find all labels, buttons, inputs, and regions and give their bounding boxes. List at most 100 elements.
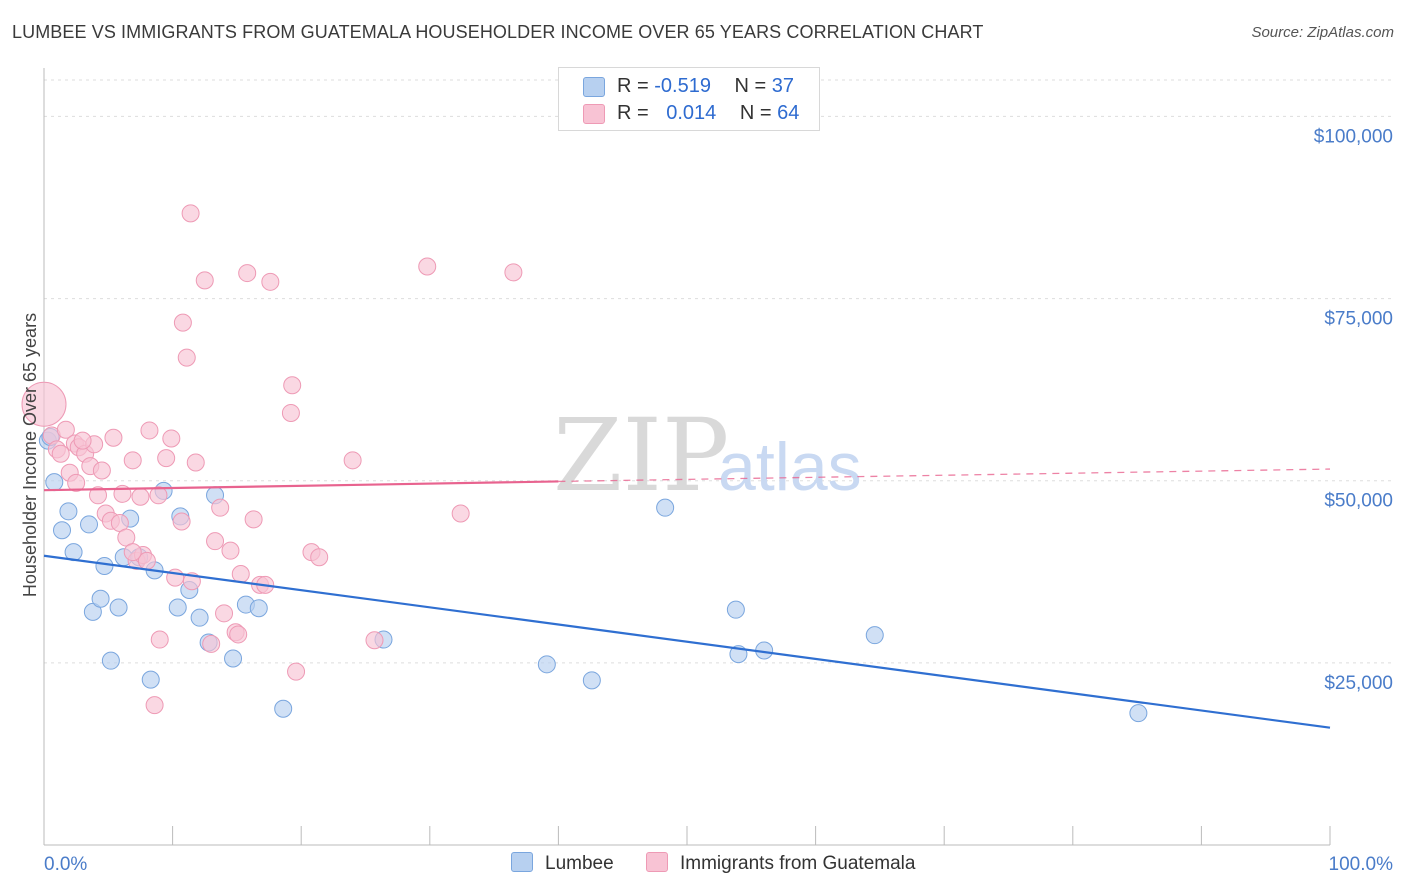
trend-line: [558, 468, 1331, 483]
y-tick-label: $100,000: [1314, 126, 1393, 147]
guatemala-point: [123, 451, 142, 470]
guatemala-point: [157, 449, 176, 468]
guatemala-point: [172, 512, 191, 531]
lumbee-point: [865, 626, 884, 645]
guatemala-point: [181, 204, 200, 223]
guatemala-point: [145, 696, 164, 715]
guatemala-r-value: 0.014: [666, 102, 717, 124]
grid: [44, 79, 1395, 664]
lumbee-r-label: R =: [617, 75, 655, 97]
guatemala-point: [140, 421, 159, 440]
guatemala-point: [283, 376, 302, 395]
guatemala-point: [504, 263, 523, 282]
guatemala-point: [221, 541, 240, 560]
lumbee-point: [53, 521, 72, 540]
trend-line: [43, 480, 559, 492]
lumbee-point: [249, 599, 268, 618]
guatemala-point: [67, 473, 86, 492]
guatemala-point: [211, 498, 230, 517]
lumbee-point: [141, 670, 160, 689]
lumbee-stats-row: R = -0.519 N = 37: [617, 75, 794, 101]
guatemala-point: [261, 272, 280, 291]
trend-lines: [43, 468, 1331, 729]
x-tick-label-max: 100.0%: [1329, 854, 1394, 875]
lumbee-point: [91, 589, 110, 608]
y-axis-label: Householder Income Over 65 years: [20, 313, 40, 597]
guatemala-point: [21, 381, 67, 427]
guatemala-legend-swatch: [646, 852, 668, 872]
legend-item-guatemala[interactable]: Immigrants from Guatemala: [646, 852, 915, 875]
lumbee-point: [45, 473, 64, 492]
guatemala-point: [131, 487, 150, 506]
guatemala-point: [92, 461, 111, 480]
data-points: [21, 204, 1148, 723]
chart-title: LUMBEE VS IMMIGRANTS FROM GUATEMALA HOUS…: [12, 22, 984, 42]
lumbee-point: [101, 651, 120, 670]
legend-item-lumbee[interactable]: Lumbee: [511, 852, 614, 875]
lumbee-point: [109, 598, 128, 617]
guatemala-stats-row: R = 0.014 N = 64: [617, 102, 799, 128]
lumbee-point: [726, 600, 745, 619]
lumbee-legend-label: Lumbee: [545, 853, 614, 874]
lumbee-point: [80, 515, 99, 534]
guatemala-point: [418, 257, 437, 276]
stats-legend: R = -0.519 N = 37 R = 0.014 N = 64: [558, 67, 820, 131]
trend-line: [43, 554, 1331, 729]
guatemala-r-label: R =: [617, 102, 655, 124]
guatemala-point: [229, 625, 248, 644]
y-tick-label: $75,000: [1324, 309, 1393, 330]
y-tick-label: $25,000: [1324, 673, 1393, 694]
lumbee-point: [190, 608, 209, 627]
guatemala-legend-label: Immigrants from Guatemala: [680, 853, 916, 874]
lumbee-point: [582, 671, 601, 690]
lumbee-n-label: N =: [734, 75, 772, 97]
guatemala-point: [281, 403, 300, 422]
lumbee-legend-swatch: [511, 852, 533, 872]
guatemala-point: [177, 348, 196, 367]
guatemala-point: [215, 604, 234, 623]
lumbee-point: [1129, 704, 1148, 723]
guatemala-swatch: [583, 104, 605, 124]
guatemala-point: [343, 451, 362, 470]
guatemala-point: [162, 429, 181, 448]
y-tick-label: $50,000: [1324, 491, 1393, 512]
axes: [43, 68, 1331, 846]
guatemala-point: [149, 486, 168, 505]
watermark-atlas: atlas: [718, 429, 862, 505]
lumbee-point: [95, 556, 114, 575]
lumbee-point: [274, 699, 293, 718]
guatemala-point: [287, 662, 306, 681]
lumbee-r-value: -0.519: [654, 75, 711, 97]
guatemala-point: [195, 271, 214, 290]
guatemala-point: [231, 564, 250, 583]
guatemala-point: [89, 486, 108, 505]
watermark-zip: ZIP: [553, 397, 729, 514]
lumbee-point: [224, 649, 243, 668]
lumbee-n-value: 37: [771, 75, 795, 97]
guatemala-point: [365, 631, 384, 650]
lumbee-swatch: [583, 77, 605, 97]
guatemala-point: [51, 444, 70, 463]
lumbee-point: [59, 502, 78, 521]
guatemala-point: [173, 313, 192, 332]
guatemala-point: [451, 504, 470, 523]
lumbee-point: [168, 598, 187, 617]
guatemala-point: [206, 532, 225, 551]
lumbee-point: [656, 498, 675, 517]
guatemala-point: [150, 630, 169, 649]
guatemala-n-label: N =: [739, 102, 778, 124]
guatemala-n-value: 64: [777, 102, 800, 124]
guatemala-point: [186, 453, 205, 472]
guatemala-point: [104, 428, 123, 447]
lumbee-point: [537, 655, 556, 674]
x-tick-label-min: 0.0%: [44, 854, 87, 875]
axis-labels: $25,000 $50,000 $75,000 $100,000 0.0% 100.0% H…: [20, 126, 1393, 875]
guatemala-point: [123, 543, 142, 562]
guatemala-point: [244, 510, 263, 529]
guatemala-point: [73, 431, 92, 450]
guatemala-point: [56, 420, 75, 439]
guatemala-point: [238, 264, 257, 283]
guatemala-point: [310, 548, 329, 567]
guatemala-point: [202, 634, 221, 653]
